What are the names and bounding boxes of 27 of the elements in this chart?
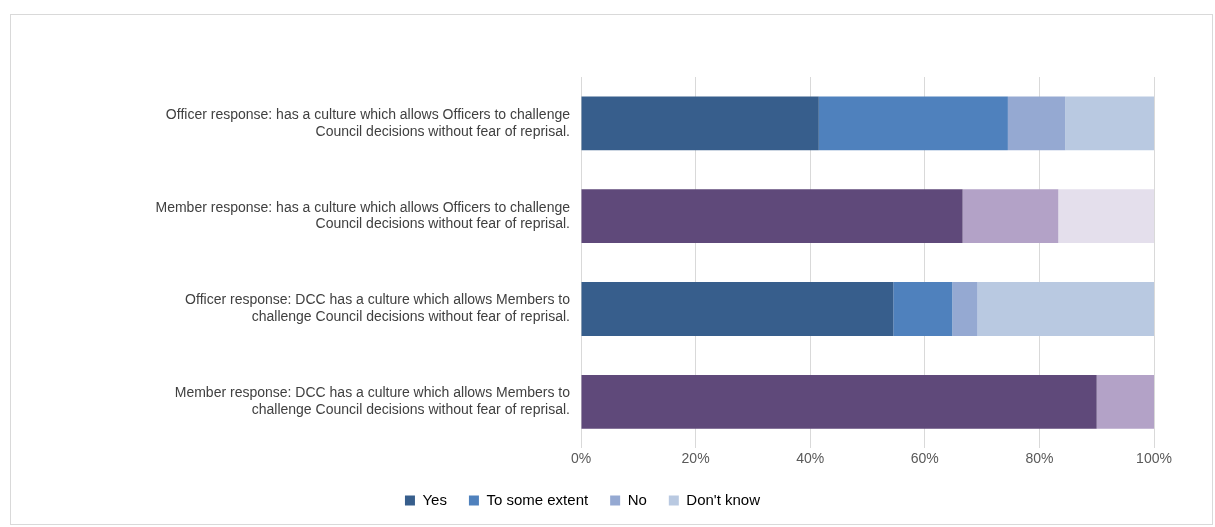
bar: [581, 282, 894, 336]
bar: [818, 96, 1008, 151]
bar: [581, 96, 819, 151]
bar: [952, 282, 978, 336]
bar: [1058, 189, 1154, 244]
x-tick-label: 100%: [1136, 450, 1172, 467]
bar: [1065, 96, 1154, 151]
legend-label: Yes: [422, 490, 447, 508]
bar: [1096, 374, 1154, 429]
x-tick-label: 60%: [910, 450, 939, 467]
legend-label: To some extent: [486, 490, 589, 508]
bar: [977, 282, 1154, 336]
bar: [893, 282, 953, 336]
legend-label: No: [627, 490, 647, 508]
legend-label: Don't know: [686, 490, 761, 508]
bar: [581, 189, 963, 244]
x-tick-label: 0%: [570, 450, 592, 467]
bar: [962, 189, 1059, 244]
y-tick-label: Officer response: has a culture which allows Officers to challenge Council decisions without fear of reprisal.: [165, 105, 571, 139]
y-tick-label: Member response: DCC has a culture which allows Members to challenge Council decisions without fear of reprisal.: [174, 384, 571, 418]
x-tick-label: 80%: [1025, 450, 1054, 467]
x-tick-label: 20%: [681, 450, 710, 467]
y-tick-label: Member response: has a culture which allows Officers to challenge Council decisions without fear of reprisal.: [155, 198, 571, 232]
bar: [1007, 96, 1066, 151]
y-tick-label: Officer response: DCC has a culture which allows Members to challenge Council decisions without fear of reprisal.: [185, 291, 571, 325]
bar: [581, 374, 1097, 429]
x-tick-label: 40%: [796, 450, 825, 467]
